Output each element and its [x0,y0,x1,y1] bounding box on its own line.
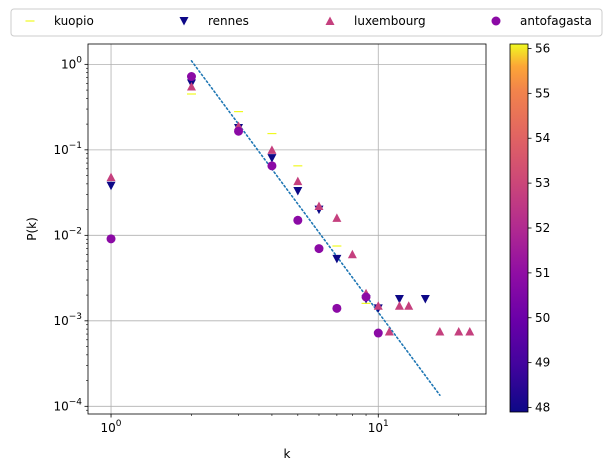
point-antofagasta [293,215,303,225]
x-tick-label: 101 [368,419,389,435]
legend-item-rennes: rennes [179,14,249,28]
point-antofagasta [106,234,116,244]
colorbar-tick-label: 55 [535,86,550,100]
point-antofagasta [267,161,277,171]
colorbar-tick-label: 56 [535,41,550,55]
legend-item-kuopio: kuopio [25,14,94,28]
y-axis-label: P(k) [25,217,39,241]
x-tick-label: 100 [101,419,122,435]
point-luxembourg [267,145,277,154]
point-antofagasta [361,292,371,302]
point-luxembourg [106,172,116,182]
legend-marker-rennes [179,17,189,26]
legend-label-kuopio: kuopio [54,14,94,28]
legend-marker-luxembourg [325,16,335,25]
x-axis-label: k [284,447,291,461]
plot-frame [87,43,487,415]
legend-marker-antofagasta [491,16,501,26]
point-luxembourg [293,176,303,186]
point-luxembourg [186,82,196,91]
point-antofagasta [234,126,244,136]
point-luxembourg [404,301,414,310]
point-luxembourg [314,201,324,211]
y-tick-label: 10−1 [53,141,82,157]
point-luxembourg [394,301,404,310]
plot-background [88,44,486,414]
fit-line-group [190,60,441,396]
point-luxembourg [454,327,464,336]
point-luxembourg [384,327,394,336]
point-luxembourg [373,301,383,310]
legend-item-antofagasta: antofagasta [491,14,592,28]
colorbar-tick-label: 54 [535,131,550,145]
y-tick-label: 100 [61,55,82,71]
fit-line [190,60,441,396]
colorbar-tick-label: 52 [535,221,550,235]
point-luxembourg [465,327,475,336]
point-rennes [267,154,277,163]
point-antofagasta [373,328,383,338]
grid [88,44,486,414]
y-tick-label: 10−4 [53,397,82,413]
legend-label-antofagasta: antofagasta [520,14,592,28]
series-antofagasta [106,72,383,338]
colorbar: 48 49 50 51 52 53 54 55 56 [509,41,550,415]
legend-label-rennes: rennes [208,14,249,28]
legend-frame [10,8,603,37]
colorbar-ticks: 48 49 50 51 52 53 54 55 56 [528,41,550,415]
point-rennes [394,294,404,304]
plot-area: 100 101 10−4 10−3 10−2 10−1 100 [53,43,487,435]
point-antofagasta [314,244,324,254]
point-antofagasta [186,72,196,82]
point-rennes [420,294,430,304]
series-luxembourg [106,82,475,336]
point-rennes [293,187,303,196]
axis-ticks: 100 101 10−4 10−3 10−2 10−1 100 [53,55,460,435]
point-luxembourg [332,213,342,222]
legend-item-luxembourg: luxembourg [325,14,426,28]
point-rennes [106,181,116,191]
point-rennes [332,254,342,264]
colorbar-tick-label: 49 [535,356,550,370]
colorbar-tick-label: 48 [535,401,550,415]
point-antofagasta [332,303,342,313]
data-marks [106,72,475,338]
legend: kuopio rennes luxembourg antofagasta [10,8,603,37]
colorbar-tick-label: 53 [535,176,550,190]
y-tick-label: 10−3 [53,312,82,328]
y-tick-label: 10−2 [53,226,82,242]
point-luxembourg [435,327,445,336]
colorbar-tick-label: 51 [535,266,550,280]
legend-label-luxembourg: luxembourg [354,14,426,28]
colorbar-tick-label: 50 [535,311,550,325]
colorbar-gradient [509,43,529,413]
point-luxembourg [347,249,357,259]
